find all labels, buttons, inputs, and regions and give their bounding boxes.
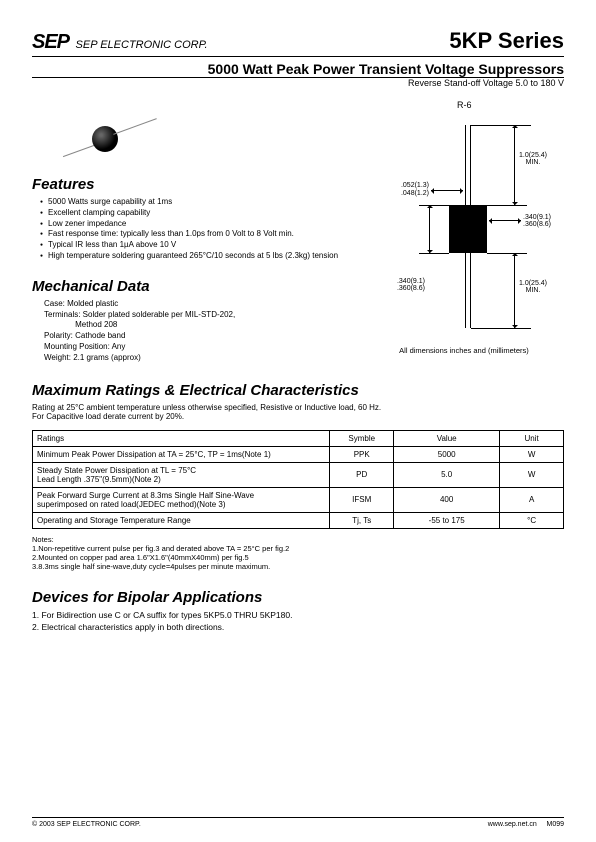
mech-line: Terminals: Solder plated solderable per … xyxy=(44,310,348,321)
feature-item: 5000 Watts surge capability at 1ms xyxy=(40,197,348,208)
package-diagram: R-6 .052(1.3).048(1.2) 1.0(25.4)MIN. .34… xyxy=(369,100,559,340)
mech-line: Method 208 xyxy=(44,320,348,331)
component-image xyxy=(62,108,162,168)
col-unit: Unit xyxy=(500,430,564,446)
bipolar-item: 2. Electrical characteristics apply in b… xyxy=(32,622,564,634)
features-section: Features 5000 Watts surge capability at … xyxy=(32,176,348,262)
dimension-note: All dimensions inches and (millimeters) xyxy=(364,346,564,355)
note-line: 1.Non-repetitive current pulse per fig.3… xyxy=(32,544,564,553)
mech-line: Case: Molded plastic xyxy=(44,299,348,310)
note-line: 2.Mounted on copper pad area 1.6"X1.6"(4… xyxy=(32,553,564,562)
dim-lead-len-bot: 1.0(25.4)MIN. xyxy=(519,280,547,294)
feature-item: Typical IR less than 1µA above 10 V xyxy=(40,240,348,251)
bipolar-section: Devices for Bipolar Applications 1. For … xyxy=(32,589,564,634)
mechanical-section: Mechanical Data Case: Molded plastic Ter… xyxy=(32,278,348,364)
table-row: Steady State Power Dissipation at TL = 7… xyxy=(33,462,564,487)
bipolar-item: 1. For Bidirection use C or CA suffix fo… xyxy=(32,610,564,622)
feature-item: Fast response time: typically less than … xyxy=(40,229,348,240)
dim-lead-dia: .052(1.3).048(1.2) xyxy=(401,182,429,197)
company-name: SEP ELECTRONIC CORP. xyxy=(76,39,208,51)
table-row: Minimum Peak Power Dissipation at TA = 2… xyxy=(33,446,564,462)
dim-lead-len-top: 1.0(25.4)MIN. xyxy=(519,152,547,166)
logo-block: SEP SEP ELECTRONIC CORP. xyxy=(32,31,208,54)
logo-text: SEP xyxy=(32,31,69,53)
feature-item: Excellent clamping capability xyxy=(40,208,348,219)
page-header: SEP SEP ELECTRONIC CORP. 5KP Series xyxy=(32,28,564,57)
dim-body-len: .340(9.1).360(8.6) xyxy=(397,278,425,292)
subtitle-block: 5000 Watt Peak Power Transient Voltage S… xyxy=(32,61,564,88)
features-heading: Features xyxy=(32,176,348,193)
notes-heading: Notes: xyxy=(32,535,564,544)
col-ratings: Ratings xyxy=(33,430,330,446)
mech-line: Mounting Position: Any xyxy=(44,342,348,353)
series-title: 5KP Series xyxy=(449,28,564,54)
bipolar-heading: Devices for Bipolar Applications xyxy=(32,589,564,606)
mechanical-heading: Mechanical Data xyxy=(32,278,348,295)
mech-line: Weight: 2.1 grams (approx) xyxy=(44,353,348,364)
ratings-table: Ratings Symble Value Unit Minimum Peak P… xyxy=(32,430,564,529)
col-value: Value xyxy=(394,430,500,446)
package-label: R-6 xyxy=(457,100,472,110)
ratings-sub1: Rating at 25°C ambient temperature unles… xyxy=(32,403,564,413)
page-footer: © 2003 SEP ELECTRONIC CORP. www.sep.net.… xyxy=(32,817,564,828)
table-row: Peak Forward Surge Current at 8.3ms Sing… xyxy=(33,487,564,512)
ratings-section: Maximum Ratings & Electrical Characteris… xyxy=(32,382,564,571)
ratings-notes: Notes: 1.Non-repetitive current pulse pe… xyxy=(32,535,564,571)
dim-body-dia: .340(9.1).360(8.6) xyxy=(523,214,551,228)
table-row: Operating and Storage Temperature Range … xyxy=(33,512,564,528)
doc-subtitle: Reverse Stand-off Voltage 5.0 to 180 V xyxy=(32,78,564,88)
footer-copyright: © 2003 SEP ELECTRONIC CORP. xyxy=(32,821,141,828)
mech-line: Polarity: Cathode band xyxy=(44,331,348,342)
feature-item: High temperature soldering guaranteed 26… xyxy=(40,251,348,262)
ratings-heading: Maximum Ratings & Electrical Characteris… xyxy=(32,382,564,399)
features-list: 5000 Watts surge capability at 1ms Excel… xyxy=(32,197,348,262)
doc-title: 5000 Watt Peak Power Transient Voltage S… xyxy=(32,61,564,78)
footer-url: www.sep.net.cn xyxy=(488,821,537,828)
ratings-sub2: For Capacitive load derate current by 20… xyxy=(32,412,564,422)
footer-code: M099 xyxy=(546,821,564,828)
note-line: 3.8.3ms single half sine-wave,duty cycle… xyxy=(32,562,564,571)
col-symbol: Symble xyxy=(330,430,394,446)
feature-item: Low zener impedance xyxy=(40,219,348,230)
